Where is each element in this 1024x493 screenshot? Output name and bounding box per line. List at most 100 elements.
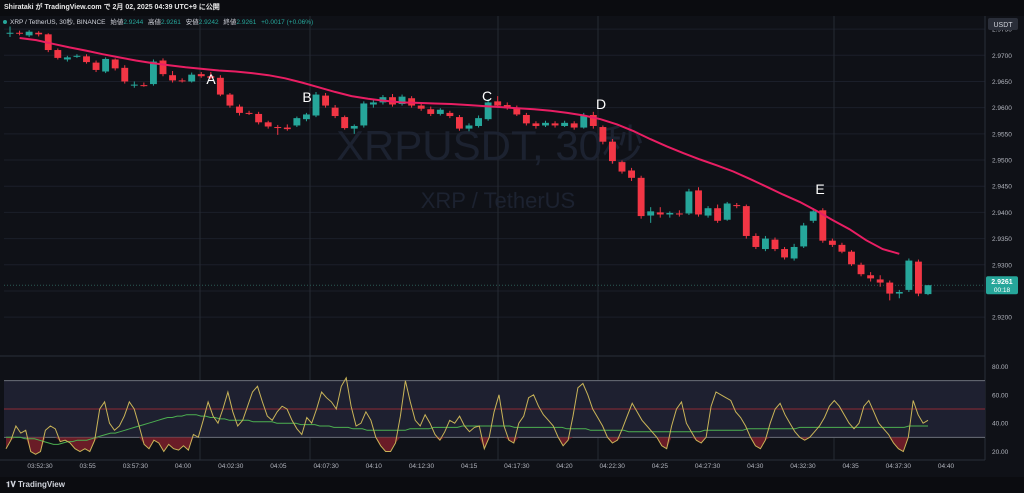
candle-body [857,264,865,275]
time-tick-label: 04:22:30 [600,463,626,470]
candle-body [302,114,310,120]
time-tick-label: 04:17:30 [504,463,530,470]
legend-close-value: 2.9261 [236,19,256,26]
price-tick-label: 2.9600 [992,105,1012,112]
time-tick-label: 04:05 [270,463,287,470]
candle-body [245,112,253,114]
time-tick-label: 04:07:30 [313,463,339,470]
time-tick-label: 03:52:30 [27,463,53,470]
candle-body [656,212,664,215]
time-tick-label: 04:32:30 [790,463,816,470]
candle-body [647,211,655,216]
annotation-label-c: C [482,88,492,104]
last-price-value: 2.9261 [991,279,1013,286]
candle-body [723,203,731,220]
candle-body [25,31,33,36]
candle-body [274,127,282,129]
oscillator-main-line [5,376,929,455]
candle-body [427,109,435,114]
candle-body [63,57,71,60]
candle-body [876,279,884,283]
time-tick-label: 04:15 [461,463,478,470]
candle-body [226,94,234,106]
oscillator-pane[interactable]: 80.00 60.00 40.00 20.00 [0,355,1009,456]
candle-body [905,260,913,290]
candle-body [714,208,722,221]
price-tick-label: 2.9300 [992,262,1012,269]
candle-body [914,261,922,294]
candle-body [236,106,243,113]
watermark-ticker: XRPUSDT, 30秒 [336,122,644,169]
oscillator-tick-label: 40.00 [992,421,1009,428]
candle-body [608,141,616,162]
candle-body [417,105,425,109]
last-price-tag: 2.9261 00:18 [986,276,1018,295]
candle-body [255,113,263,123]
candle-body [455,117,463,129]
candle-body [312,94,320,116]
candle-body [92,62,100,70]
price-tick-label: 2.9400 [992,210,1012,217]
candle-body [207,76,215,78]
candle-body [570,123,578,128]
price-tick-label: 2.9750 [992,27,1012,34]
candle-body [895,292,903,294]
candle-body [360,103,368,126]
candle-body [513,107,521,115]
candle-body [752,235,760,247]
time-tick-label: 04:00 [175,463,192,470]
time-tick-label: 04:20 [556,463,573,470]
price-tick-label: 2.9550 [992,131,1012,138]
candle-body [436,109,444,114]
candle-body [790,246,798,259]
candle-body [484,102,492,120]
candle-body [924,285,932,295]
time-axis[interactable]: 03:52:30 03:55 03:57:30 04:00 04:02:30 04:05 0… [0,459,985,470]
candle-body [781,249,789,258]
annotation-label-b: B [302,89,311,105]
candle-body [532,123,540,126]
candle-body [771,239,779,250]
candle-body [111,59,119,69]
time-tick-label: 04:12:30 [409,463,435,470]
legend-open-label: 始値 [110,17,124,26]
bar-countdown: 00:18 [994,287,1011,294]
moving-average-line [19,37,900,255]
candle-body [6,32,14,34]
candle-body [819,210,827,241]
oscillator-tick-label: 20.00 [992,449,1009,456]
candle-body [675,213,683,215]
candle-body [350,125,358,129]
annotation-label-e: E [815,181,824,197]
legend-low-value: 2.9242 [199,19,219,26]
time-tick-label: 04:40 [938,463,955,470]
candle-body [551,123,559,126]
candlestick-series [6,26,932,301]
time-tick-label: 04:02:30 [218,463,244,470]
candle-body [628,170,636,178]
candle-body [283,127,291,130]
candle-body [685,191,693,214]
candle-body [599,127,607,142]
time-tick-label: 04:37:30 [886,463,912,470]
time-tick-label: 04:35 [842,463,859,470]
candle-body [341,117,349,129]
oscillator-tick-label: 80.00 [992,364,1009,371]
publish-line: Shirataki が TradingView.com で 2月 02, 202… [4,4,220,11]
candle-body [264,122,272,127]
candle-body [704,208,712,216]
legend-high-label: 高値 [148,17,162,26]
candle-body [121,67,129,82]
chart-legend: XRP / TetherUS, 30秒, BINANCE 始値2.9244 高値… [3,17,313,26]
candle-body [637,177,645,217]
price-tick-label: 2.9650 [992,79,1012,86]
currency-badge[interactable]: USDT [988,18,1018,30]
price-axis-background [985,16,1024,477]
price-axis[interactable]: 2.9750 2.9700 2.9650 2.9600 2.9550 2.9500 2.94… [984,16,1024,477]
candle-body [886,282,894,294]
time-tick-label: 03:57:30 [123,463,149,470]
candle-body [761,238,769,250]
candle-body [331,107,339,117]
time-tick-label: 04:10 [366,463,383,470]
